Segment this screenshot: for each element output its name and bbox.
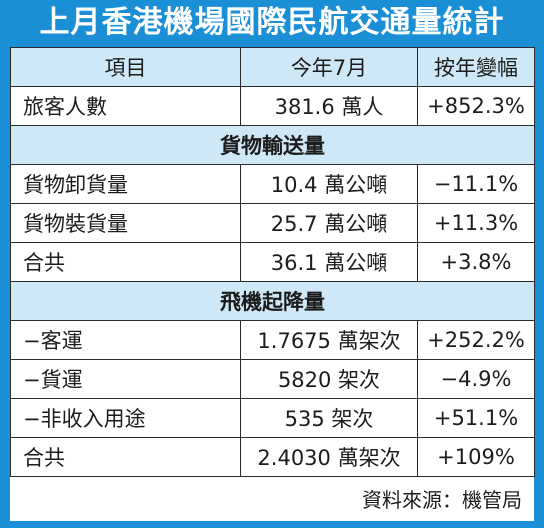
row-change: −11.1% <box>417 164 535 204</box>
row-value: 10.4 萬公噸 <box>240 164 418 204</box>
header-change: 按年變幅 <box>417 47 535 87</box>
row-label: 合共 <box>10 437 241 477</box>
row-value: 2.4030 萬架次 <box>240 437 418 477</box>
header-month: 今年7月 <box>240 47 418 87</box>
row-change: −4.9% <box>417 359 535 399</box>
table-row: 合共 2.4030 萬架次 +109% <box>10 437 535 477</box>
row-value: 5820 架次 <box>240 359 418 399</box>
traffic-table: 項目 今年7月 按年變幅 旅客人數 381.6 萬人 +852.3% 貨物輸送量… <box>10 47 535 477</box>
table-row: −貨運 5820 架次 −4.9% <box>10 359 535 399</box>
page-title: 上月香港機場國際民航交通量統計 <box>39 5 505 40</box>
table-row: 貨物裝貨量 25.7 萬公噸 +11.3% <box>10 203 535 243</box>
section-title: 貨物輸送量 <box>10 125 535 165</box>
section-row-cargo: 貨物輸送量 <box>10 125 535 165</box>
row-value: 381.6 萬人 <box>240 86 418 126</box>
row-value: 1.7675 萬架次 <box>240 320 418 360</box>
row-label: −貨運 <box>10 359 241 399</box>
table-row: 旅客人數 381.6 萬人 +852.3% <box>10 86 535 126</box>
row-change: +852.3% <box>417 86 535 126</box>
row-change: +109% <box>417 437 535 477</box>
source-note: 資料來源：機管局 <box>362 488 522 512</box>
table-row: −客運 1.7675 萬架次 +252.2% <box>10 320 535 360</box>
row-change: +51.1% <box>417 398 535 438</box>
row-label: 貨物裝貨量 <box>10 203 241 243</box>
row-value: 535 架次 <box>240 398 418 438</box>
table-header-row: 項目 今年7月 按年變幅 <box>10 47 535 87</box>
row-change: +3.8% <box>417 242 535 282</box>
section-row-flights: 飛機起降量 <box>10 281 535 321</box>
header-item: 項目 <box>10 47 241 87</box>
section-title: 飛機起降量 <box>10 281 535 321</box>
table-row: 貨物卸貨量 10.4 萬公噸 −11.1% <box>10 164 535 204</box>
row-value: 36.1 萬公噸 <box>240 242 418 282</box>
row-label: 貨物卸貨量 <box>10 164 241 204</box>
row-label: −非收入用途 <box>10 398 241 438</box>
stats-panel: 項目 今年7月 按年變幅 旅客人數 381.6 萬人 +852.3% 貨物輸送量… <box>10 47 535 521</box>
row-label: −客運 <box>10 320 241 360</box>
row-label: 合共 <box>10 242 241 282</box>
row-value: 25.7 萬公噸 <box>240 203 418 243</box>
table-row: −非收入用途 535 架次 +51.1% <box>10 398 535 438</box>
row-label: 旅客人數 <box>10 86 241 126</box>
row-change: +11.3% <box>417 203 535 243</box>
row-change: +252.2% <box>417 320 535 360</box>
table-row: 合共 36.1 萬公噸 +3.8% <box>10 242 535 282</box>
